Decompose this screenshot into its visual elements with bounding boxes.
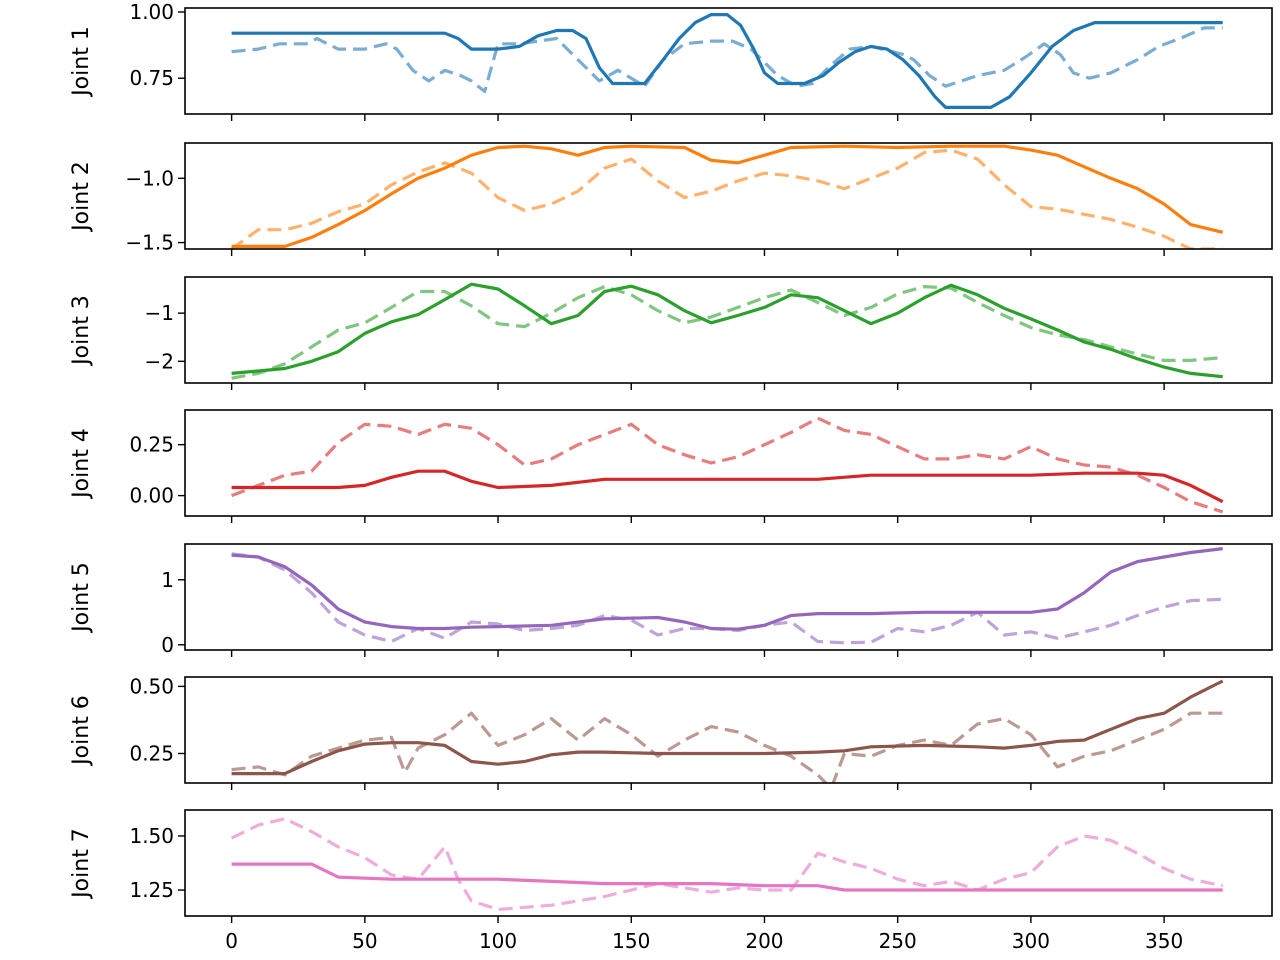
subplot-joint-5: 0 1 Joint 5 <box>69 543 1273 657</box>
series-solid-joint-5 <box>231 547 1223 631</box>
subplot-joint-2: −1.5 −1.0 Joint 2 <box>69 142 1273 256</box>
y-tick-label: 1.50 <box>129 824 174 848</box>
y-tick-label: 0.25 <box>129 741 174 765</box>
x-tick-label: 50 <box>352 929 377 953</box>
x-tick-label: 150 <box>612 929 650 953</box>
series-solid-joint-6 <box>231 679 1224 776</box>
y-tick-label: 0 <box>161 633 174 657</box>
series-solid-joint-2 <box>231 144 1224 248</box>
series-dashed-joint-3 <box>231 285 1223 380</box>
subplot-joint-6: 0.25 0.50 Joint 6 <box>69 674 1273 790</box>
y-tick-label: 1 <box>161 568 174 592</box>
x-tick-label: 0 <box>225 929 238 953</box>
axes-frame <box>184 142 1273 250</box>
series-solid-joint-7 <box>231 862 1223 892</box>
y-tick-label: −1.0 <box>125 166 174 190</box>
y-tick-label: 1.25 <box>129 878 174 902</box>
y-axis-label: Joint 4 <box>69 428 94 500</box>
series-dashed-joint-1 <box>231 26 1223 94</box>
y-axis-label: Joint 6 <box>69 695 94 767</box>
subplot-joint-4: 0.00 0.25 Joint 4 <box>69 409 1273 523</box>
subplot-joint-1: 0.75 1.00 Joint 1 <box>69 0 1273 121</box>
y-axis-label: Joint 2 <box>69 161 94 233</box>
y-axis-label: Joint 3 <box>69 295 94 367</box>
axes-frame <box>184 809 1273 917</box>
series-solid-joint-3 <box>231 282 1223 379</box>
series-dashed-joint-6 <box>231 711 1223 783</box>
axes-frame <box>184 7 1273 115</box>
axes-frame <box>184 676 1273 784</box>
y-tick-label: 1.00 <box>129 0 174 24</box>
axes-frame <box>184 276 1273 384</box>
x-tick-label: 300 <box>1012 929 1050 953</box>
series-dashed-joint-4 <box>231 416 1224 514</box>
x-tick-label: 100 <box>479 929 517 953</box>
x-tick-label: 250 <box>879 929 917 953</box>
y-axis-label: Joint 7 <box>69 828 94 900</box>
subplot-joint-3: −2 −1 Joint 3 <box>69 276 1273 390</box>
y-axis-label: Joint 5 <box>69 562 94 634</box>
y-tick-label: 0.00 <box>129 484 174 508</box>
y-tick-label: −2 <box>145 349 174 373</box>
y-tick-label: −1.5 <box>125 231 174 255</box>
axes-frame <box>184 543 1273 651</box>
axes-frame <box>184 409 1273 517</box>
series-dashed-joint-7 <box>230 817 1224 912</box>
y-tick-label: 0.50 <box>129 674 174 698</box>
series-solid-joint-4 <box>231 469 1224 504</box>
x-tick-label: 350 <box>1145 929 1183 953</box>
y-tick-label: 0.25 <box>129 433 174 457</box>
series-solid-joint-1 <box>231 13 1223 110</box>
subplot-joint-7: 1.25 1.50 Joint 7 <box>69 809 1273 923</box>
y-axis-label: Joint 1 <box>69 26 94 98</box>
series-dashed-joint-2 <box>230 148 1223 249</box>
y-tick-label: −1 <box>145 301 174 325</box>
x-tick-label: 200 <box>745 929 783 953</box>
y-tick-label: 0.75 <box>129 66 174 90</box>
